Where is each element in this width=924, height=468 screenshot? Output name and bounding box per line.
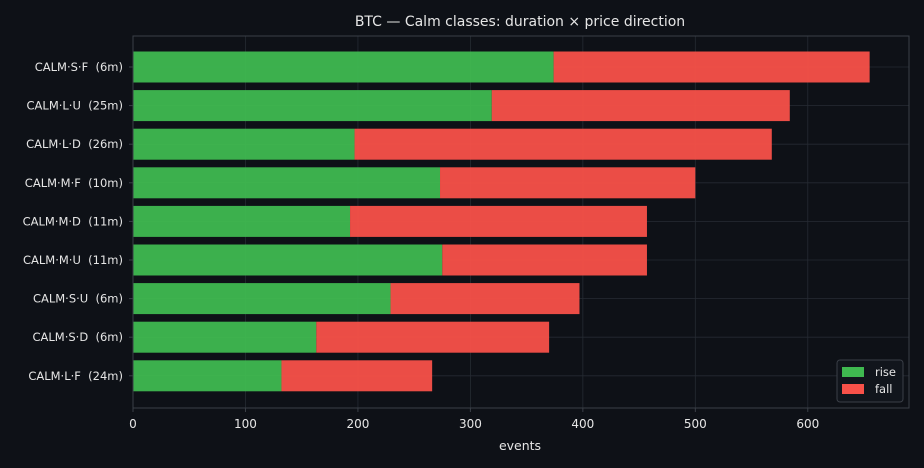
x-tick-label: 0	[129, 417, 137, 431]
axes-frame	[132, 35, 910, 409]
bar-rise	[133, 128, 355, 160]
y-tick-label: CALM·M·F (10m)	[25, 176, 123, 190]
bar-rise	[133, 244, 443, 276]
bar-rise	[133, 205, 351, 237]
y-tick-label: CALM·S·F (6m)	[35, 60, 123, 74]
bar-rise	[133, 167, 441, 199]
x-tick-label: 500	[684, 417, 707, 431]
legend-label-fall: fall	[875, 382, 893, 396]
x-tick-label: 200	[346, 417, 369, 431]
y-tick-label: CALM·M·D (11m)	[23, 214, 123, 228]
y-axis-ticks: CALM·S·F (6m) CALM·L·U (25m) CALM·L·D (26m…	[23, 60, 133, 383]
x-tick-label: 400	[571, 417, 594, 431]
bar-fall	[440, 167, 696, 199]
bar-rise	[133, 360, 282, 392]
bar-fall	[553, 51, 870, 83]
x-tick-label: 600	[796, 417, 819, 431]
bar-rise	[133, 51, 554, 83]
legend-swatch-fall	[842, 384, 864, 394]
bar-fall	[354, 128, 772, 160]
bar-fall	[442, 244, 647, 276]
bar-fall	[281, 360, 433, 392]
x-tick-label: 300	[459, 417, 482, 431]
y-tick-label: CALM·L·F (24m)	[28, 369, 123, 383]
bar-fall	[350, 205, 647, 237]
y-tick-label: CALM·L·U (25m)	[27, 99, 123, 113]
legend-swatch-rise	[842, 367, 864, 377]
y-tick-label: CALM·L·D (26m)	[26, 137, 123, 151]
legend: rise fall	[836, 359, 904, 403]
chart-title: BTC — Calm classes: duration × price dir…	[355, 14, 685, 30]
x-tick-label: 100	[234, 417, 257, 431]
bar-fall	[316, 321, 550, 353]
bar-rise	[133, 321, 317, 353]
x-axis-label: events	[499, 438, 541, 453]
y-tick-label: CALM·S·D (6m)	[33, 330, 124, 344]
bar-fall	[491, 90, 790, 122]
bar-rise	[133, 283, 391, 315]
bar-rise	[133, 90, 492, 122]
bar-fall	[390, 283, 580, 315]
legend-label-rise: rise	[875, 365, 896, 379]
y-tick-label: CALM·S·U (6m)	[33, 292, 123, 306]
bars-layer	[133, 51, 870, 392]
x-axis-ticks: 0 100 200 300 400 500 600	[129, 408, 819, 431]
y-tick-label: CALM·M·U (11m)	[23, 253, 123, 267]
